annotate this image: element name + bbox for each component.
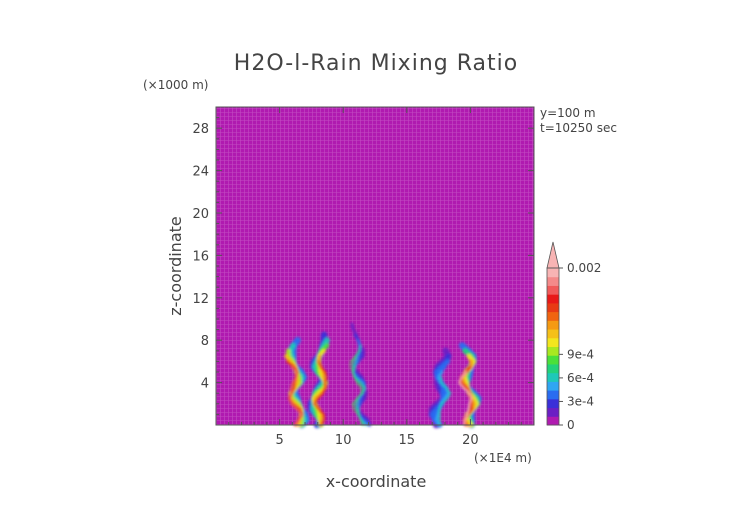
colorbar-segment	[547, 372, 559, 382]
rain-feature	[458, 342, 482, 429]
rain-feature	[428, 347, 452, 429]
colorbar-segment	[547, 268, 559, 278]
x-axis-label: x-coordinate	[326, 472, 427, 491]
y-tick-label: 28	[192, 122, 209, 137]
y-tick-label: 24	[192, 165, 209, 180]
x-tick-label: 5	[275, 433, 283, 448]
rain-features	[284, 322, 482, 429]
chart-title: H2O-l-Rain Mixing Ratio	[234, 51, 518, 76]
y-tick-label: 8	[201, 334, 209, 349]
y-tick-label: 4	[201, 377, 209, 392]
colorbar-segment	[547, 407, 559, 417]
rain-filament	[289, 365, 303, 426]
rain-filament	[313, 360, 328, 426]
rain-feature	[307, 331, 330, 429]
rain-filament	[349, 355, 363, 426]
colorbar-segment	[547, 390, 559, 400]
colorbar-segment	[547, 381, 559, 391]
rain-filament	[432, 364, 448, 427]
annotation-y: y=100 m	[540, 106, 596, 120]
colorbar-label: 9e-4	[567, 347, 594, 361]
rain-feature	[349, 322, 372, 427]
colorbar-segment	[547, 302, 559, 313]
y-unit-label: (×1000 m)	[143, 78, 208, 92]
y-tick-label: 16	[192, 249, 209, 264]
colorbar-label: 3e-4	[567, 394, 594, 408]
colorbar-segment	[547, 294, 559, 304]
colorbar-segment	[547, 276, 559, 286]
colorbar-label: 0	[567, 418, 575, 432]
colorbar-segment	[547, 346, 559, 356]
x-tick-label: 10	[335, 433, 352, 448]
y-tick-label: 12	[192, 292, 209, 307]
colorbar-segment	[547, 337, 559, 347]
colorbar-label: 6e-4	[567, 371, 594, 385]
axis-ticks	[216, 107, 534, 425]
colorbar-label: 0.002	[567, 261, 601, 275]
colorbar-segment	[547, 311, 559, 321]
rain-filament	[351, 350, 365, 426]
x-tick-label: 15	[399, 433, 416, 448]
colorbar-segment	[547, 320, 559, 330]
colorbar: 0 3e-4 6e-4 9e-4 0.002	[546, 241, 601, 432]
rain-feature	[284, 336, 310, 429]
colorbar-segment	[547, 285, 559, 295]
colorbar-segment	[547, 398, 559, 409]
colorbar-frame	[546, 267, 560, 426]
rain-filament	[435, 370, 450, 427]
colorbar-segment	[547, 363, 559, 374]
plot-background	[216, 107, 534, 425]
colorbar-segment	[547, 329, 559, 339]
y-tick-label: 20	[192, 207, 209, 222]
colorbar-segment	[547, 416, 559, 426]
y-tick-labels: 4 8 12 16 20 24 28	[192, 122, 209, 391]
x-tick-labels: 5 10 15 20	[275, 433, 478, 448]
rain-filament	[438, 376, 452, 426]
annotation-t: t=10250 sec	[540, 121, 617, 135]
rain-filament	[458, 371, 473, 426]
x-unit-label: (×1E4 m)	[474, 451, 532, 465]
x-tick-label: 20	[462, 433, 479, 448]
plot-area	[215, 106, 535, 429]
colorbar-segment	[547, 355, 559, 365]
colorbar-extend-arrow	[546, 241, 560, 269]
rain-filament	[430, 359, 451, 428]
y-axis-label: z-coordinate	[166, 216, 185, 316]
